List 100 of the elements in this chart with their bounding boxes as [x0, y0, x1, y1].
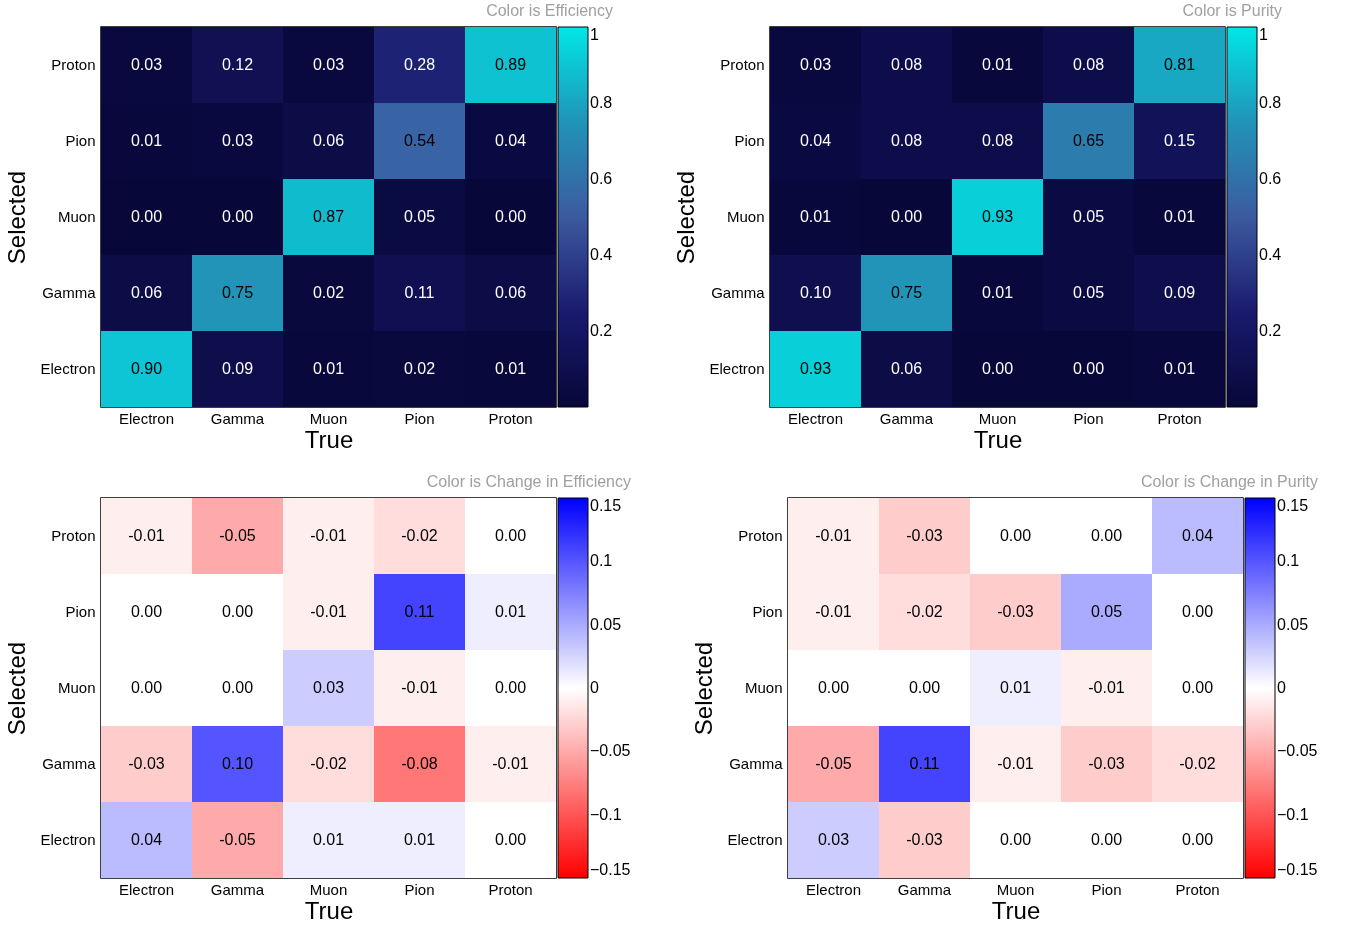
- data-label: 0.11: [404, 284, 435, 301]
- data-label: -0.01: [815, 527, 852, 544]
- color-bar-label: −0.05: [1277, 742, 1318, 760]
- chart-title: Color is Change in Purity: [1141, 473, 1318, 490]
- data-label: 0.08: [890, 132, 923, 149]
- data-label: 0.00: [130, 679, 163, 696]
- y-tick-label: Electron: [727, 831, 783, 848]
- y-axis-title: Selected: [690, 641, 718, 736]
- color-bar-label: 0.4: [1259, 246, 1282, 263]
- data-label: 0.00: [908, 679, 941, 696]
- data-label: 0.00: [494, 527, 527, 544]
- data-label: 0.03: [312, 56, 345, 73]
- x-tick-label: Gamma: [210, 880, 265, 898]
- data-label: -0.01: [492, 755, 529, 772]
- x-tick-label: Gamma: [897, 880, 952, 898]
- color-bar-label: 0.6: [1259, 170, 1282, 187]
- y-tick-label: Proton: [738, 527, 783, 544]
- data-label: 0.01: [494, 360, 527, 377]
- color-bar-label: 0.2: [590, 322, 613, 339]
- color-bar-label: 0.15: [1277, 497, 1309, 514]
- y-tick-label: Muon: [726, 208, 765, 225]
- x-tick-label: Muon: [309, 409, 348, 427]
- data-label: -0.02: [401, 527, 438, 544]
- x-tick-label: Muon: [978, 409, 1017, 427]
- color-bar-label: 0: [590, 679, 599, 696]
- data-label: -0.05: [815, 755, 852, 772]
- data-label: -0.03: [906, 831, 943, 848]
- x-tick-label: Proton: [1157, 409, 1202, 427]
- x-tick-label: Proton: [488, 880, 533, 898]
- y-tick-label: Pion: [752, 603, 783, 620]
- color-bar-label: −0.15: [590, 861, 631, 878]
- data-label: 0.01: [1163, 208, 1196, 225]
- data-label: 0.08: [981, 132, 1014, 149]
- data-label: 0.75: [890, 284, 923, 301]
- data-label: 0.04: [494, 132, 527, 149]
- data-label: 0.08: [1072, 56, 1105, 73]
- data-label: 0.03: [799, 56, 832, 73]
- data-label: -0.02: [310, 755, 347, 772]
- color-bar-label: 1: [1259, 26, 1268, 43]
- chart-title: Color is Efficiency: [486, 2, 613, 19]
- x-axis-title: True: [304, 425, 354, 453]
- data-label: -0.01: [997, 755, 1034, 772]
- data-label: 0.00: [1181, 831, 1214, 848]
- color-bar-label: 0.05: [590, 615, 622, 633]
- data-label: 0.00: [221, 603, 254, 620]
- x-tick-label: Electron: [787, 409, 844, 427]
- x-axis-title: True: [991, 896, 1041, 924]
- data-label: 0.01: [130, 132, 163, 149]
- data-label: 0.01: [799, 208, 832, 225]
- data-label: 0.09: [1163, 284, 1196, 301]
- color-bar-label: 0: [1277, 679, 1286, 696]
- data-label: 0.00: [1181, 603, 1214, 620]
- data-label: 0.00: [1181, 679, 1214, 696]
- data-label: 0.11: [404, 603, 435, 620]
- data-label: -0.02: [906, 603, 943, 620]
- x-axis-title: True: [973, 425, 1023, 453]
- data-label: 0.00: [494, 208, 527, 225]
- data-label: 0.93: [981, 208, 1014, 225]
- data-label: -0.05: [219, 527, 256, 544]
- data-label: 0.93: [799, 360, 832, 377]
- data-label: 0.81: [1163, 56, 1196, 73]
- data-label: 0.05: [1090, 603, 1123, 620]
- x-tick-label: Electron: [805, 880, 862, 898]
- data-label: 0.03: [312, 679, 345, 696]
- data-label: 0.05: [1072, 208, 1105, 225]
- x-tick-label: Gamma: [210, 409, 265, 427]
- x-tick-label: Electron: [118, 409, 175, 427]
- data-label: -0.08: [401, 755, 438, 772]
- data-label: 0.11: [909, 755, 940, 772]
- data-label: -0.02: [1179, 755, 1216, 772]
- data-label: 0.10: [221, 755, 254, 772]
- y-axis-title: Selected: [3, 641, 31, 736]
- color-bar-label: −0.1: [590, 805, 622, 823]
- data-label: 0.12: [221, 56, 254, 73]
- y-tick-label: Gamma: [42, 755, 97, 772]
- y-tick-label: Gamma: [42, 284, 97, 301]
- data-label: 0.08: [890, 56, 923, 73]
- data-label: 0.09: [221, 360, 254, 377]
- y-tick-label: Muon: [57, 208, 96, 225]
- data-label: 0.00: [999, 831, 1032, 848]
- x-tick-label: Gamma: [879, 409, 934, 427]
- y-tick-label: Muon: [57, 679, 96, 696]
- data-label: 0.04: [130, 831, 163, 848]
- data-label: 0.00: [1072, 360, 1105, 377]
- data-label: 0.02: [403, 360, 436, 377]
- data-label: 0.00: [494, 831, 527, 848]
- data-label: 0.01: [312, 831, 345, 848]
- x-tick-label: Proton: [488, 409, 533, 427]
- y-tick-label: Electron: [40, 360, 96, 377]
- data-label: 0.04: [799, 132, 832, 149]
- data-label: 0.05: [403, 208, 436, 225]
- data-label: 0.01: [403, 831, 436, 848]
- data-label: 0.01: [1163, 360, 1196, 377]
- data-label: 0.00: [130, 603, 163, 620]
- data-label: 0.87: [312, 208, 345, 225]
- data-label: 0.06: [130, 284, 163, 301]
- y-tick-label: Muon: [744, 679, 783, 696]
- data-label: -0.01: [1088, 679, 1125, 696]
- data-label: 0.06: [312, 132, 345, 149]
- data-label: 0.00: [817, 679, 850, 696]
